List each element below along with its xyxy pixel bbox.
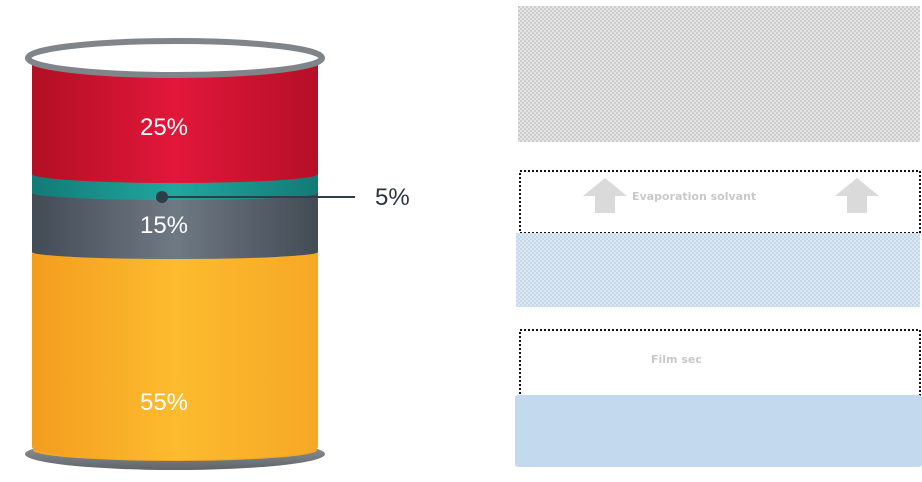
dry-film-label: Film sec — [651, 353, 702, 366]
callout-label: 5% — [375, 184, 410, 211]
barrel-segment-55 — [32, 250, 318, 460]
barrel-label-25: 25% — [140, 114, 188, 141]
barrel-segment-25 — [32, 60, 318, 183]
solvent-layer — [518, 6, 920, 142]
evaporation-label: Evaporation solvant — [632, 190, 756, 203]
barrel-label-55: 55% — [140, 389, 188, 416]
up-arrow-icon — [583, 178, 627, 213]
barrel-segment-15 — [32, 193, 318, 259]
barrel-top-rim — [25, 38, 325, 78]
wet-film-layer — [516, 233, 920, 307]
process-diagram: Evaporation solvant Film sec — [515, 6, 922, 467]
callout-5: 5% — [156, 184, 410, 211]
barrel: 25% 15% 55% 5% — [25, 38, 410, 470]
up-arrow-icon — [835, 178, 879, 213]
dry-film-frame — [519, 329, 921, 397]
barrel-label-15: 15% — [140, 212, 188, 239]
substrate-layer — [515, 395, 922, 467]
